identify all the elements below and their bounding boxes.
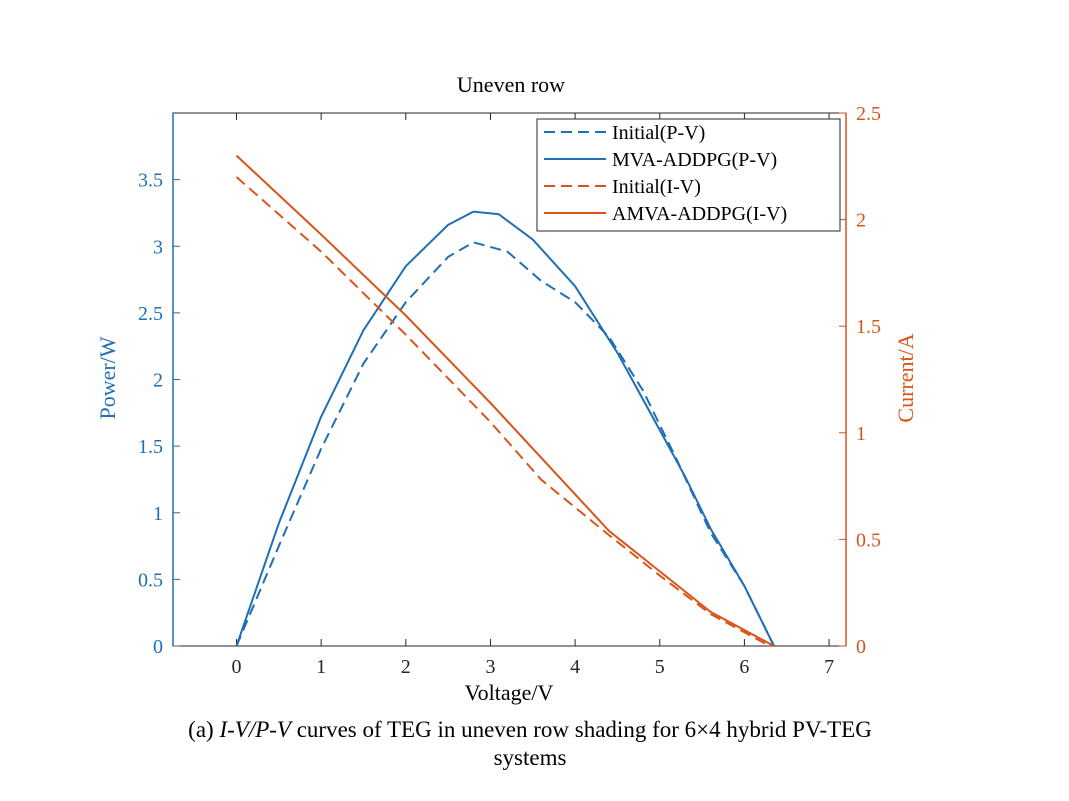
left-tick-label: 3.5 — [138, 170, 163, 192]
chart-title: Uneven row — [457, 72, 565, 97]
x-axis-ticks: 0 1 2 3 4 5 6 7 — [231, 113, 834, 678]
caption-italic-term: I-V/P-V — [219, 717, 291, 742]
right-tick-label: 0 — [856, 636, 866, 658]
series-group — [235, 154, 775, 647]
right-tick-label: 2.5 — [856, 103, 881, 125]
legend: Initial(P-V) MVA-ADDPG(P-V) Initial(I-V) AM… — [536, 118, 841, 232]
x-tick-label: 7 — [824, 656, 834, 678]
caption-line-1: (a) I-V/P-V curves of TEG in uneven row … — [40, 716, 1020, 744]
series-line-1 — [235, 241, 775, 647]
x-tick-label: 4 — [570, 656, 580, 678]
series-line-2 — [235, 210, 775, 647]
left-tick-label: 0 — [153, 636, 163, 658]
left-axis-ticks: 0 0.5 1 1.5 2 2.5 3 3.5 — [138, 170, 180, 658]
series-line-3 — [235, 176, 771, 647]
figure-caption: (a) I-V/P-V curves of TEG in uneven row … — [40, 716, 1020, 772]
x-tick-label: 1 — [316, 656, 326, 678]
left-tick-label: 3 — [153, 236, 163, 258]
chart: Uneven row 0 1 2 3 4 5 6 7 0 0.5 1 1.5 2 2.5 3 3.5 0 0.… — [95, 72, 918, 705]
right-tick-label: 2 — [856, 210, 866, 232]
left-tick-label: 0.5 — [138, 569, 163, 591]
left-tick-label: 2 — [153, 370, 163, 392]
legend-label-1: Initial(P-V) — [612, 122, 705, 144]
left-tick-label: 2.5 — [138, 303, 163, 325]
right-tick-label: 1 — [856, 423, 866, 445]
caption-line-2: systems — [493, 745, 567, 770]
caption-prefix: (a) — [188, 717, 220, 742]
x-tick-label: 3 — [485, 656, 495, 678]
x-tick-label: 5 — [655, 656, 665, 678]
left-tick-label: 1.5 — [138, 436, 163, 458]
x-axis-label: Voltage/V — [465, 680, 554, 705]
x-tick-label: 2 — [401, 656, 411, 678]
right-axis-ticks: 0 0.5 1 1.5 2 2.5 — [839, 103, 881, 658]
x-tick-label: 6 — [739, 656, 749, 678]
caption-text: curves of TEG in uneven row shading for … — [290, 717, 872, 742]
legend-label-3: Initial(I-V) — [612, 176, 701, 198]
left-axis-label: Power/W — [95, 336, 120, 419]
left-tick-label: 1 — [153, 503, 163, 525]
right-axis-label: Current/A — [893, 333, 918, 422]
legend-label-2: MVA-ADDPG(P-V) — [612, 149, 777, 171]
series-line-4 — [235, 154, 775, 647]
right-tick-label: 1.5 — [856, 316, 881, 338]
right-tick-label: 0.5 — [856, 529, 881, 551]
x-tick-label: 0 — [231, 656, 241, 678]
legend-label-4: AMVA-ADDPG(I-V) — [612, 203, 787, 225]
